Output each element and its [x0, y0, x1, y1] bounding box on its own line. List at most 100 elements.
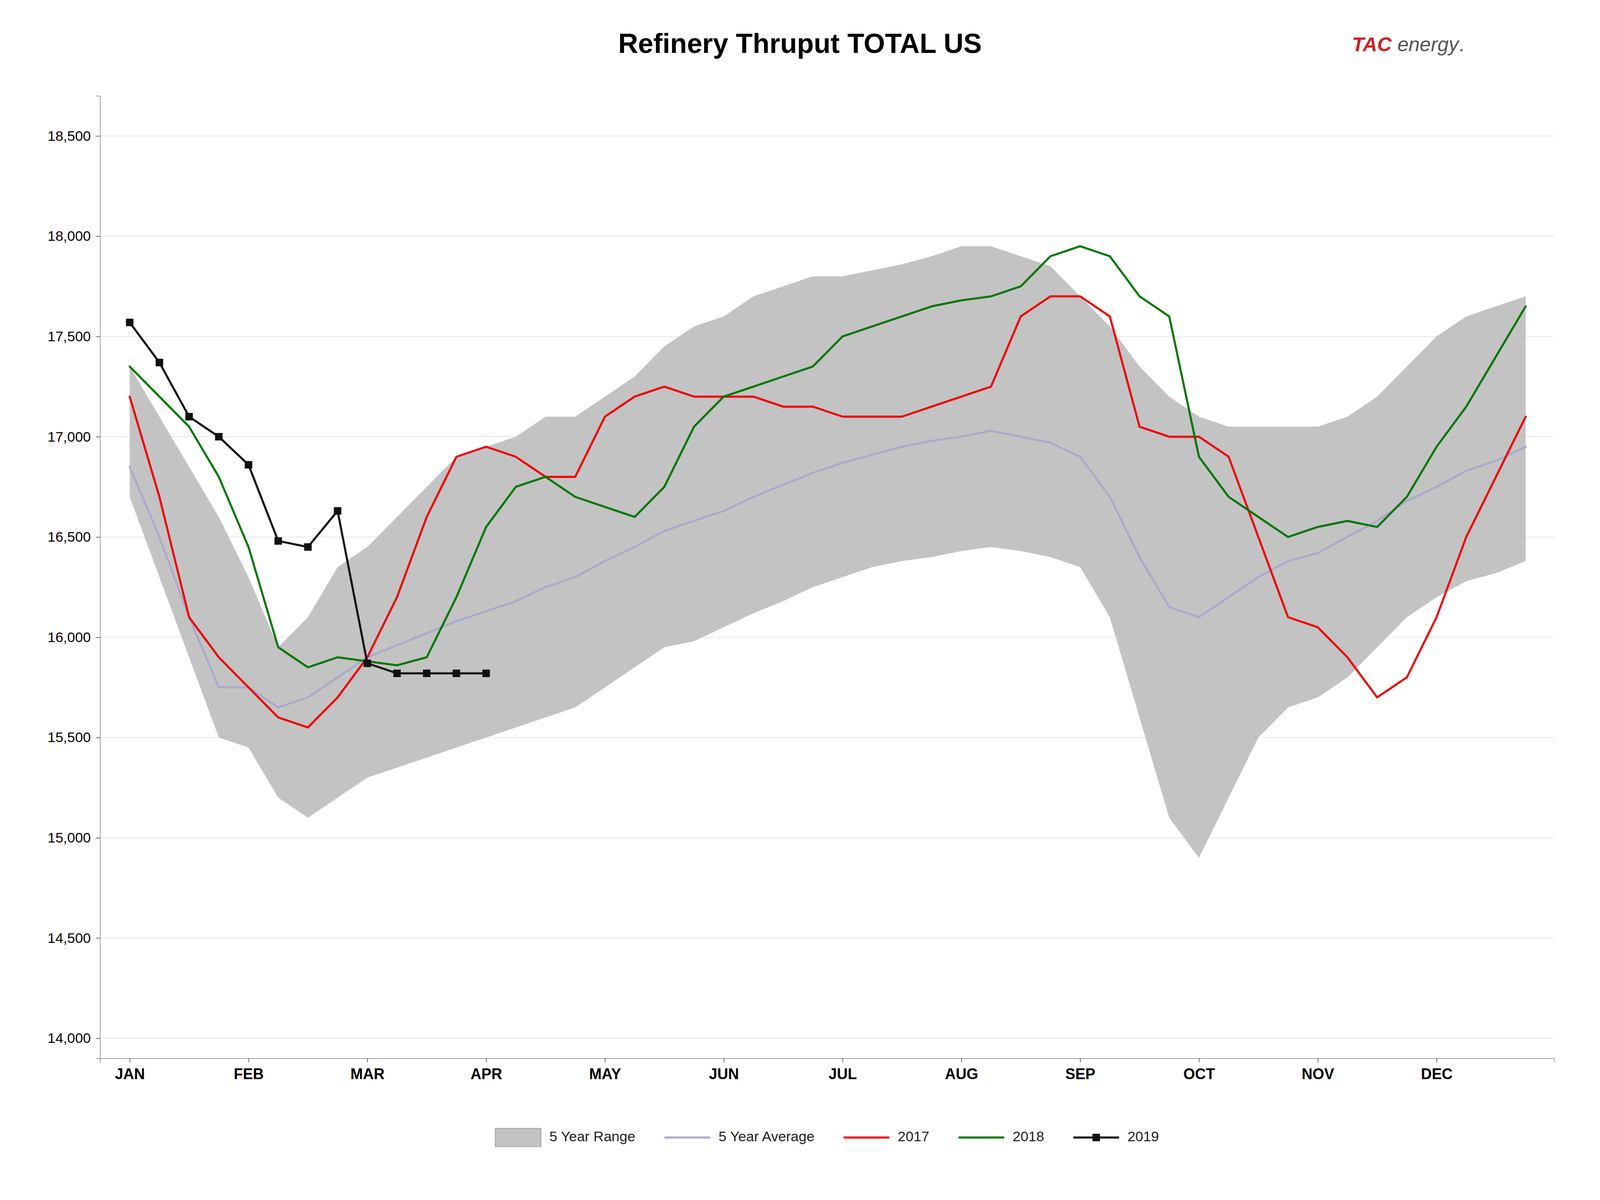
- tick-mark: [1317, 1058, 1319, 1063]
- tick-mark: [605, 1058, 606, 1063]
- marker: [333, 507, 342, 515]
- marker: [422, 669, 431, 678]
- tick-label: 16,500: [47, 528, 91, 545]
- chart: Refinery Thruput TOTAL USTACenergy.JANFE…: [0, 0, 1600, 1200]
- tick: 15,000: [47, 829, 100, 846]
- legend-label: 2018: [1012, 1128, 1045, 1145]
- series-line: [129, 322, 486, 674]
- tick: 17,000: [47, 428, 100, 445]
- marker: [452, 669, 460, 678]
- tick-mark: [1198, 1058, 1200, 1063]
- annotation: TAC: [1352, 33, 1393, 56]
- marker: [155, 358, 164, 367]
- tick-mark: [248, 1058, 249, 1063]
- marker: [304, 543, 312, 551]
- tick-mark: [961, 1058, 962, 1063]
- tick: OCT: [1183, 1058, 1215, 1083]
- tick-mark: [95, 135, 100, 137]
- logo: TACenergy.: [1352, 33, 1465, 56]
- tick-mark: [95, 236, 100, 237]
- tick-label: MAY: [589, 1065, 622, 1083]
- tick: MAY: [589, 1058, 622, 1083]
- tick: 18,000: [47, 227, 100, 244]
- marker: [185, 412, 193, 421]
- tick-label: 18,500: [47, 127, 91, 144]
- tick-mark: [723, 1058, 725, 1063]
- axis-line: [95, 96, 101, 1059]
- series-line: [129, 430, 1526, 708]
- marker: [363, 659, 372, 668]
- legend-item: 2018: [958, 1128, 1045, 1145]
- tick-mark: [95, 737, 100, 738]
- tick-mark: [1436, 1058, 1438, 1063]
- legend-swatch: [664, 1136, 711, 1139]
- tick: 18,500: [47, 127, 100, 144]
- legend-label: 5 Year Average: [718, 1128, 815, 1145]
- tick: JUL: [828, 1058, 858, 1083]
- axis-line: [100, 1058, 1555, 1063]
- tick-label: 17,500: [47, 328, 91, 345]
- tick-mark: [95, 1038, 100, 1039]
- tick-mark: [486, 1058, 487, 1063]
- tick: 14,000: [47, 1030, 100, 1046]
- y-axis: 14,000 14,500 15,000 15,500 16,000 16,500 17,0…: [47, 96, 101, 1059]
- tick-mark: [842, 1058, 843, 1063]
- tick-label: JAN: [115, 1065, 145, 1083]
- tick-label: 15,500: [47, 729, 91, 745]
- legend-marker: [1092, 1133, 1100, 1142]
- tick-mark: [1080, 1058, 1081, 1063]
- marker: [274, 537, 283, 545]
- tick-label: 17,000: [47, 428, 91, 445]
- grid-line: [100, 1037, 1555, 1039]
- title: Refinery Thruput TOTAL US: [618, 27, 983, 59]
- grid-line: [100, 937, 1555, 939]
- tick-mark: [95, 436, 100, 438]
- tick-label: 18,000: [47, 227, 91, 244]
- tick-label: DEC: [1420, 1065, 1453, 1083]
- range-area: [129, 246, 1526, 858]
- marker: [244, 461, 253, 469]
- legend-swatch: [843, 1136, 890, 1139]
- grid: [100, 135, 1555, 1039]
- tick-label: JUN: [708, 1065, 739, 1083]
- legend-item: 2017: [843, 1128, 930, 1145]
- legend-label: 2019: [1127, 1128, 1160, 1145]
- tick-label: 14,000: [47, 1030, 91, 1046]
- tick: APR: [470, 1058, 503, 1083]
- tick-mark: [367, 1058, 368, 1063]
- tick-mark: [95, 837, 100, 839]
- legend-item: 2019: [1073, 1128, 1160, 1145]
- tick: 15,500: [47, 729, 100, 745]
- tick-label: NOV: [1301, 1065, 1335, 1083]
- tick-mark: [95, 937, 100, 939]
- legend-item: 5 Year Range: [495, 1128, 635, 1147]
- annotation: energy: [1397, 33, 1460, 56]
- tick: JAN: [115, 1058, 145, 1083]
- tick-label: MAR: [350, 1065, 385, 1083]
- series-line: [129, 246, 1526, 668]
- legend-label: 2017: [897, 1128, 930, 1145]
- tick: NOV: [1301, 1058, 1335, 1083]
- tick: 16,500: [47, 528, 100, 545]
- plot-area: [125, 246, 1526, 858]
- tick-label: APR: [470, 1065, 503, 1083]
- legend-item: 5 Year Average: [664, 1128, 815, 1145]
- legend-label: 5 Year Range: [549, 1128, 635, 1145]
- tick-mark: [129, 1058, 130, 1063]
- tick: 14,500: [47, 930, 100, 946]
- tick-label: JUL: [828, 1065, 858, 1083]
- tick: DEC: [1420, 1058, 1453, 1083]
- tick: MAR: [350, 1058, 385, 1083]
- tick-label: 16,000: [47, 629, 91, 645]
- tick: 17,500: [47, 328, 100, 345]
- legend: 5 Year Range 5 Year Average 2017 2018 2019: [495, 1128, 1159, 1147]
- tick-label: SEP: [1065, 1065, 1096, 1083]
- tick: AUG: [945, 1058, 979, 1083]
- marker: [215, 432, 223, 441]
- tick-label: 14,500: [47, 930, 91, 946]
- series-line: [129, 296, 1526, 728]
- grid-line: [100, 837, 1555, 839]
- tick: SEP: [1065, 1058, 1096, 1083]
- grid-line: [100, 235, 1555, 237]
- legend-swatch: [495, 1128, 541, 1147]
